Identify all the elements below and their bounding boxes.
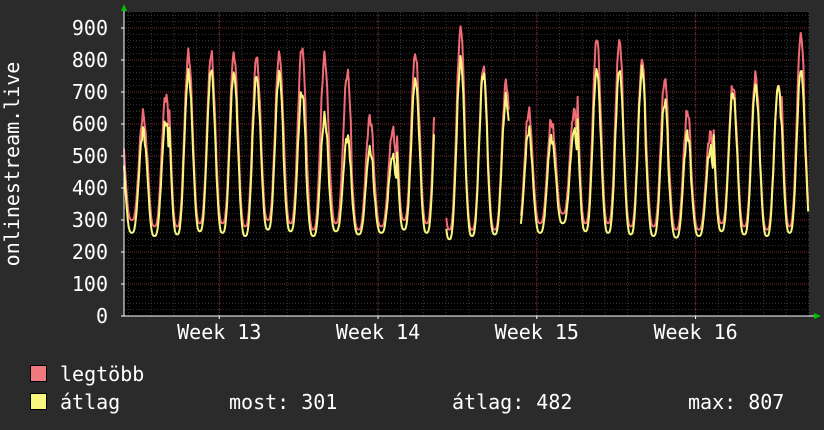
- series-layer: [123, 25, 810, 241]
- x-tick-label: Week 14: [336, 320, 420, 344]
- y-tick-label: 400: [72, 176, 108, 200]
- stat-current: most: 301: [229, 390, 338, 414]
- series-line: [123, 55, 810, 241]
- legend-label-average: átlag: [60, 390, 121, 414]
- legend-label-max: legtöbb: [60, 362, 145, 386]
- y-tick-label: 700: [72, 80, 108, 104]
- grid-lines: [124, 12, 810, 316]
- x-axis-ticks: Week 13 Week 14 Week 15 Week 16: [177, 316, 738, 344]
- legend-item-average: átlag most: 301 átlag: 482 max: 807: [30, 390, 810, 414]
- y-tick-label: 0: [96, 304, 108, 328]
- y-axis-ticks: 0 100 200 300 400 500 600 700 800 900: [72, 16, 124, 328]
- y-tick-label: 600: [72, 112, 108, 136]
- y-tick-label: 300: [72, 208, 108, 232]
- y-tick-label: 500: [72, 144, 108, 168]
- x-tick-label: Week 13: [177, 320, 261, 344]
- y-axis-title: onlinestream.live: [0, 62, 24, 267]
- axes: [121, 4, 821, 319]
- x-tick-label: Week 15: [495, 320, 579, 344]
- stat-max: max: 807: [688, 390, 785, 414]
- y-tick-label: 900: [72, 16, 108, 40]
- stat-average: átlag: 482: [452, 390, 573, 414]
- legend-item-max: legtöbb: [30, 362, 230, 386]
- legend-swatch-average: [30, 393, 47, 410]
- y-tick-label: 200: [72, 240, 108, 264]
- x-axis-arrow-icon: [814, 313, 821, 319]
- x-tick-label: Week 16: [653, 320, 737, 344]
- y-axis-arrow-icon: [121, 4, 127, 11]
- y-tick-label: 100: [72, 272, 108, 296]
- y-tick-label: 800: [72, 48, 108, 72]
- legend-swatch-max: [30, 365, 47, 382]
